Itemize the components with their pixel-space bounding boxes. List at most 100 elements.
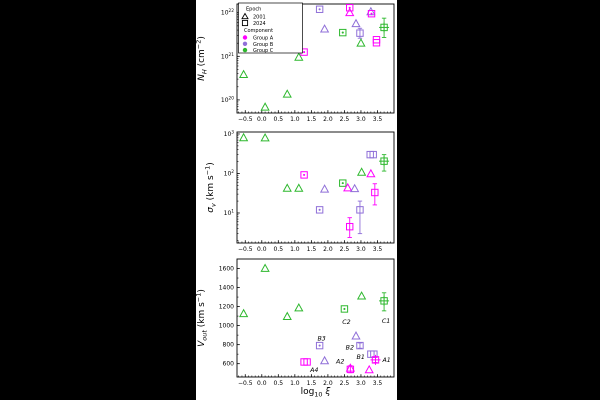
point-group-c-2001 [260, 263, 270, 272]
x-axis-label: log10 ξ [301, 387, 332, 398]
square-2024-marker [303, 358, 311, 366]
square-2024-marker [371, 188, 379, 197]
center-dot [303, 173, 306, 176]
point-group-c-2001 [356, 38, 366, 47]
square-2024-marker [380, 23, 388, 32]
triangle-2001-marker [351, 331, 361, 340]
center-dot [318, 208, 321, 211]
point-group-c-2024 [339, 179, 347, 187]
legend-component-title: Component [244, 28, 273, 34]
square-2024-marker [356, 206, 364, 214]
point-group-b-2024: B2 [346, 341, 364, 352]
component-annotation-label: C1 [382, 318, 390, 325]
square-2024-marker [369, 150, 377, 159]
square-2024-marker [380, 157, 388, 165]
point-group-b-2001 [319, 184, 330, 193]
legend-epoch-label: 2024 [253, 21, 266, 27]
point-group-c-2024 [339, 28, 347, 37]
point-group-c-2001 [294, 302, 304, 312]
axis-ticks [237, 133, 391, 243]
square-2024-marker [372, 39, 381, 47]
component-annotation-label: C2 [342, 319, 350, 326]
triangle-2001-marker [260, 132, 270, 142]
y-axis-label: NH (cm−2) [195, 36, 209, 81]
legend-component-label: Group B [253, 42, 274, 48]
x-tick-label: −0.5 [238, 380, 253, 387]
x-tick-label: 2.0 [323, 380, 333, 387]
x-tick-label: 3.0 [356, 246, 366, 253]
point-group-b-2024 [356, 27, 364, 39]
point-group-c-2001 [238, 308, 249, 318]
square-2024-marker [380, 297, 388, 305]
triangle-2001-marker [356, 167, 367, 176]
x-tick-label: 0.5 [274, 246, 284, 253]
point-group-a-2024 [300, 171, 308, 179]
y-axis-label: σv (km s−1) [204, 162, 218, 213]
x-tick-label: 3.0 [356, 380, 366, 387]
panel-velocity-dispersion-panel: −0.5 0.0 0.5 1.0 1.5 2.0 2.5 3.0 3.5 101 102 103 σv … [204, 129, 395, 253]
triangle-2001-marker [343, 182, 353, 192]
axis-ticks [237, 12, 391, 113]
point-group-c-2001 [238, 69, 249, 79]
point-group-b-2001 [366, 6, 376, 16]
triangle-2001-marker [366, 168, 376, 178]
component-annotation-label: A1 [381, 357, 390, 364]
point-group-b-2001 [350, 183, 360, 193]
point-group-c-2001 [282, 183, 292, 192]
triangle-2001-marker [345, 7, 355, 17]
x-tick-label: 0.5 [274, 116, 284, 123]
x-tick-label: 2.5 [340, 246, 350, 253]
square-2024-marker [300, 171, 308, 179]
y-axis-label: Vout (km s−1) [195, 289, 209, 347]
square-2024-marker [346, 365, 355, 374]
square-2024-marker [346, 222, 354, 231]
center-dot [370, 12, 373, 15]
triangle-2001-marker [294, 52, 304, 61]
point-group-c-2001 [294, 52, 304, 61]
y-tick-label: 102 [224, 169, 235, 178]
point-group-b-2024 [356, 200, 364, 235]
point-group-b-2024 [315, 5, 324, 13]
legend-square-icon [241, 19, 249, 27]
square-2024-marker [356, 29, 364, 37]
square-2024-marker [371, 356, 380, 364]
axes-spines [236, 131, 395, 244]
square-2024-marker [339, 28, 347, 37]
triangle-2001-marker [294, 302, 304, 312]
x-tick-label: 1.5 [307, 380, 317, 387]
x-tick-label: 3.5 [373, 380, 383, 387]
x-tick-label: 1.5 [307, 246, 317, 253]
axis-ticks [237, 268, 391, 377]
point-group-b-2001 [319, 24, 330, 33]
point-group-c-2024 [379, 17, 390, 38]
triangle-2001-marker [294, 183, 304, 192]
triangle-2001-marker [319, 24, 330, 33]
point-group-a-2024: A1 [370, 354, 391, 365]
square-2024-marker [340, 305, 349, 313]
x-tick-label: 0.0 [257, 380, 267, 387]
point-group-a-2001 [343, 182, 353, 192]
point-group-a-2024 [367, 9, 376, 18]
y-tick-label: 103 [224, 129, 235, 138]
y-tick-label: 101 [224, 208, 235, 217]
triangle-2001-marker [366, 6, 376, 16]
x-tick-label: 3.5 [373, 246, 383, 253]
point-group-c-2024: C2 [340, 305, 351, 326]
point-group-c-2024: C1 [379, 292, 390, 325]
point-group-a-2024: A4 [300, 358, 318, 374]
figure-background [196, 0, 397, 400]
point-group-c-2001 [282, 89, 292, 98]
legend-group-a-dot-icon [242, 35, 248, 40]
triangle-2001-marker [319, 184, 330, 193]
triangle-2001-marker [260, 263, 270, 272]
triangle-2001-marker [319, 355, 330, 365]
square-2024-marker [315, 341, 324, 350]
x-tick-label: 0.5 [274, 380, 284, 387]
triangle-2001-marker [238, 69, 249, 79]
center-dot [303, 51, 306, 54]
square-2024-marker [339, 179, 347, 187]
triangle-2001-marker [282, 311, 292, 320]
component-annotation-label: B1 [357, 354, 365, 361]
square-2024-marker [346, 4, 354, 12]
component-annotation-label: B2 [346, 345, 354, 352]
